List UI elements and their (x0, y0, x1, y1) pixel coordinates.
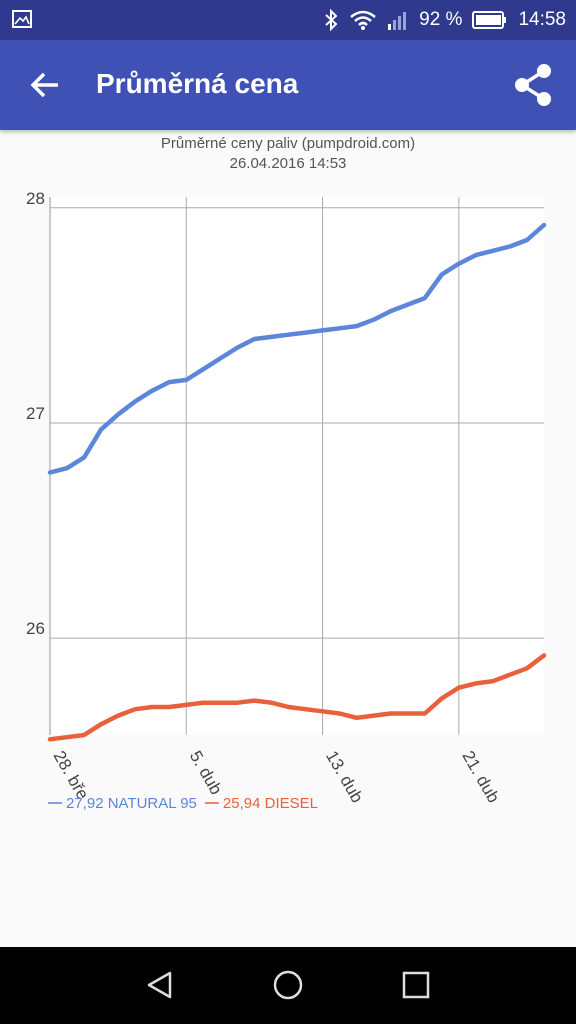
y-tick-label: 27 (26, 404, 45, 423)
legend: 27,92 NATURAL 95 25,94 DIESEL (48, 795, 318, 812)
y-tick-label: 26 (26, 619, 45, 638)
x-tick-label: 13. dub (322, 748, 367, 807)
clock: 14:58 (518, 9, 566, 30)
y-tick-label: 28 (26, 189, 45, 208)
bluetooth-icon (325, 9, 338, 31)
battery-percent: 92 % (419, 9, 463, 30)
battery-icon (472, 11, 507, 29)
nav-recents-icon[interactable] (396, 965, 436, 1005)
signal-icon (388, 12, 407, 30)
plot-background (50, 197, 544, 735)
status-bar: 92 % 14:58 (0, 0, 576, 40)
grid (49, 197, 544, 735)
x-tick-label: 21. dub (458, 748, 503, 807)
series-line-diesel (47, 653, 547, 742)
chart-area: Průměrné ceny paliv (pumpdroid.com) 26.0… (0, 130, 576, 947)
navigation-bar (0, 947, 576, 1024)
arrow-back-icon[interactable] (26, 65, 66, 105)
series-lines (47, 222, 547, 742)
nav-back-icon[interactable] (140, 965, 180, 1005)
legend-entry: 25,94 DIESEL (223, 795, 318, 812)
nav-home-icon[interactable] (268, 965, 308, 1005)
share-icon[interactable] (510, 60, 556, 110)
page-title: Průměrná cena (96, 68, 299, 99)
legend-entry: 27,92 NATURAL 95 (66, 795, 197, 812)
app-bar: Průměrná cena (0, 40, 576, 130)
y-axis-ticks: 28 27 26 (26, 189, 45, 638)
gallery-icon (12, 10, 32, 28)
chart-title: Průměrné ceny paliv (pumpdroid.com) (161, 135, 415, 152)
price-chart: Průměrné ceny paliv (pumpdroid.com) 26.0… (26, 135, 547, 812)
status-icons: 92 % 14:58 (323, 0, 566, 40)
wifi-icon (350, 10, 376, 30)
series-line-natural-95 (47, 222, 547, 475)
x-tick-label: 5. dub (186, 748, 226, 798)
chart-subtitle: 26.04.2016 14:53 (230, 155, 347, 172)
